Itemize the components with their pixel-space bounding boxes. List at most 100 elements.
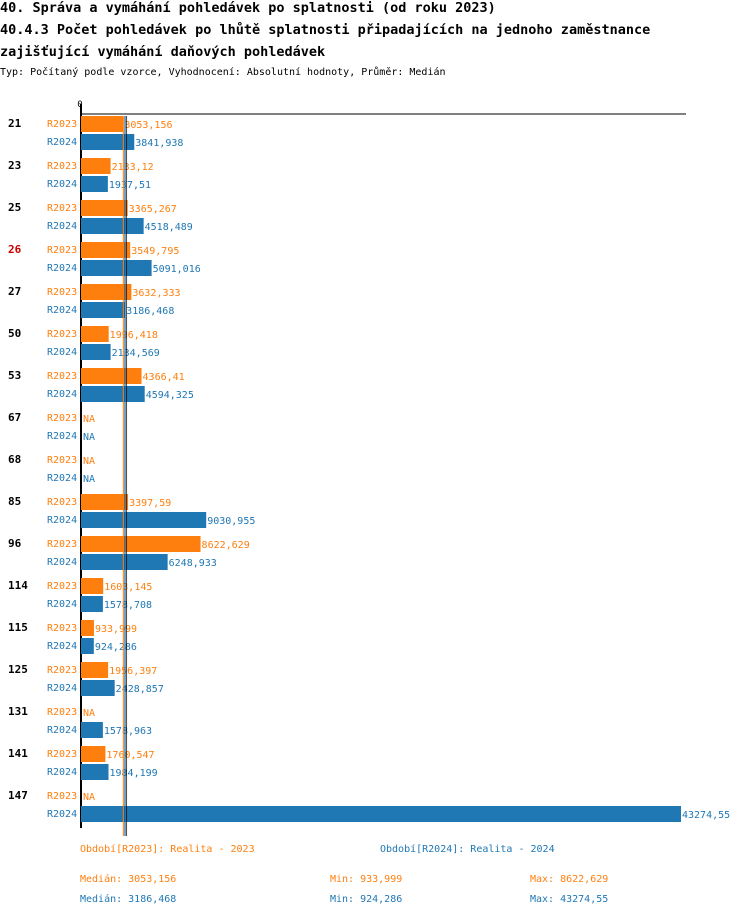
series-label: R2023 bbox=[47, 455, 77, 466]
data-label: 8622,629 bbox=[202, 540, 250, 551]
data-label: 3841,938 bbox=[135, 138, 183, 149]
bar bbox=[81, 512, 207, 528]
bar bbox=[81, 662, 109, 678]
data-label: 43274,55 bbox=[682, 810, 730, 821]
series-label: R2023 bbox=[47, 497, 77, 508]
median-2024: Medián: 3186,468 bbox=[80, 894, 177, 905]
data-label: 2133,12 bbox=[112, 162, 154, 173]
data-label: NA bbox=[83, 456, 95, 467]
bar bbox=[81, 134, 135, 150]
data-label: 4594,325 bbox=[146, 390, 194, 401]
title-line-1: 40. Správa a vymáhání pohledávek po spla… bbox=[0, 0, 496, 16]
bar bbox=[81, 260, 152, 276]
data-label: 4518,489 bbox=[145, 222, 193, 233]
bar bbox=[81, 536, 201, 552]
data-label: 9030,955 bbox=[207, 516, 255, 527]
data-label: 2428,857 bbox=[116, 684, 164, 695]
category-label: 114 bbox=[8, 579, 28, 592]
series-label: R2024 bbox=[47, 305, 77, 316]
series-label: R2023 bbox=[47, 413, 77, 424]
bar bbox=[81, 344, 111, 360]
bar bbox=[81, 764, 109, 780]
data-label: 1996,418 bbox=[110, 330, 158, 341]
series-label: R2023 bbox=[47, 791, 77, 802]
data-label: 924,286 bbox=[95, 642, 137, 653]
data-label: NA bbox=[83, 708, 95, 719]
category-label: 125 bbox=[8, 663, 28, 676]
data-label: NA bbox=[83, 792, 95, 803]
series-label: R2023 bbox=[47, 749, 77, 760]
category-label: 25 bbox=[8, 201, 21, 214]
series-label: R2024 bbox=[47, 767, 77, 778]
data-label: 3397,59 bbox=[129, 498, 171, 509]
category-label: 21 bbox=[8, 117, 22, 130]
data-label: 3632,333 bbox=[132, 288, 180, 299]
series-label: R2023 bbox=[47, 581, 77, 592]
series-label: R2024 bbox=[47, 221, 77, 232]
bar bbox=[81, 554, 168, 570]
max-2024: Max: 43274,55 bbox=[530, 894, 609, 905]
bar bbox=[81, 494, 129, 510]
title-line-3: zajišťující vymáhání daňových pohledávek bbox=[0, 44, 326, 60]
series-label: R2023 bbox=[47, 245, 77, 256]
category-label: 27 bbox=[8, 285, 21, 298]
bar bbox=[81, 620, 94, 636]
category-label: 23 bbox=[8, 159, 21, 172]
category-label: 131 bbox=[8, 705, 28, 718]
category-label: 141 bbox=[8, 747, 28, 760]
title-line-2: 40.4.3 Počet pohledávek po lhůtě splatno… bbox=[0, 22, 651, 38]
series-label: R2023 bbox=[47, 623, 77, 634]
bar bbox=[81, 218, 144, 234]
series-label: R2024 bbox=[47, 725, 77, 736]
series-label: R2023 bbox=[47, 665, 77, 676]
category-label: 53 bbox=[8, 369, 21, 382]
series-label: R2023 bbox=[47, 161, 77, 172]
bar bbox=[81, 242, 131, 258]
bar bbox=[81, 302, 126, 318]
series-label: R2023 bbox=[47, 287, 77, 298]
category-label: 115 bbox=[8, 621, 28, 634]
legend-period-2023: Období[R2023]: Realita - 2023 bbox=[80, 844, 255, 855]
series-label: R2023 bbox=[47, 119, 77, 130]
category-label: 50 bbox=[8, 327, 21, 340]
data-label: NA bbox=[83, 432, 95, 443]
bar bbox=[81, 386, 145, 402]
series-label: R2024 bbox=[47, 431, 77, 442]
bar bbox=[81, 326, 109, 342]
category-label: 68 bbox=[8, 453, 21, 466]
series-label: R2023 bbox=[47, 329, 77, 340]
series-label: R2024 bbox=[47, 263, 77, 274]
x-axis-tick-label: 0 bbox=[77, 100, 82, 110]
bar bbox=[81, 638, 94, 654]
bar-chart: 0 21 R2023 3053,156 R2024 3841,938 23 R2023 2133… bbox=[8, 100, 730, 836]
series-label: R2024 bbox=[47, 347, 77, 358]
chart-subtitle: Typ: Počítaný podle vzorce, Vyhodnocení:… bbox=[0, 67, 446, 78]
series-label: R2024 bbox=[47, 557, 77, 568]
bar bbox=[81, 284, 132, 300]
data-label: 2134,569 bbox=[112, 348, 160, 359]
series-label: R2024 bbox=[47, 389, 77, 400]
bar bbox=[81, 722, 103, 738]
data-label: 1937,51 bbox=[109, 180, 151, 191]
series-label: R2024 bbox=[47, 515, 77, 526]
bar bbox=[81, 116, 124, 132]
data-label: 1956,397 bbox=[109, 666, 157, 677]
series-label: R2024 bbox=[47, 473, 77, 484]
bar bbox=[81, 806, 681, 822]
data-label: 3549,795 bbox=[131, 246, 179, 257]
data-label: 1760,547 bbox=[106, 750, 154, 761]
bar bbox=[81, 368, 142, 384]
series-label: R2024 bbox=[47, 599, 77, 610]
series-label: R2024 bbox=[47, 683, 77, 694]
legend-period-2024: Období[R2024]: Realita - 2024 bbox=[380, 844, 555, 855]
data-label: 1578,963 bbox=[104, 726, 152, 737]
data-label: 3186,468 bbox=[126, 306, 174, 317]
data-label: NA bbox=[83, 474, 95, 485]
series-label: R2024 bbox=[47, 641, 77, 652]
bar bbox=[81, 596, 103, 612]
series-label: R2024 bbox=[47, 809, 77, 820]
data-label: 1603,145 bbox=[104, 582, 152, 593]
data-label: 3053,156 bbox=[124, 120, 172, 131]
min-2024: Min: 924,286 bbox=[330, 894, 403, 905]
data-label: 6248,933 bbox=[169, 558, 217, 569]
